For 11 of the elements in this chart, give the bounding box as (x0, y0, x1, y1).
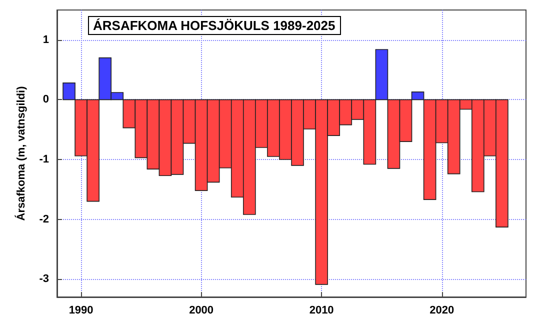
y-tick-label: 1 (42, 34, 49, 46)
y-tick-label: -1 (39, 153, 49, 166)
x-tick-label: 2000 (189, 304, 214, 316)
x-tick-label: 2010 (309, 304, 334, 316)
y-tick-label: -3 (39, 273, 49, 286)
y-tick-label: -2 (39, 213, 49, 226)
y-tick-label: 0 (42, 94, 49, 106)
y-axis-title: Ársafkoma (m, vatnsgildi) (14, 86, 28, 221)
x-tick-label: 1990 (68, 304, 94, 316)
x-tick-label: 2020 (430, 304, 454, 316)
text: ÁRSAFKOMA HOFSJÖKULS 1989-2025 (93, 18, 336, 33)
